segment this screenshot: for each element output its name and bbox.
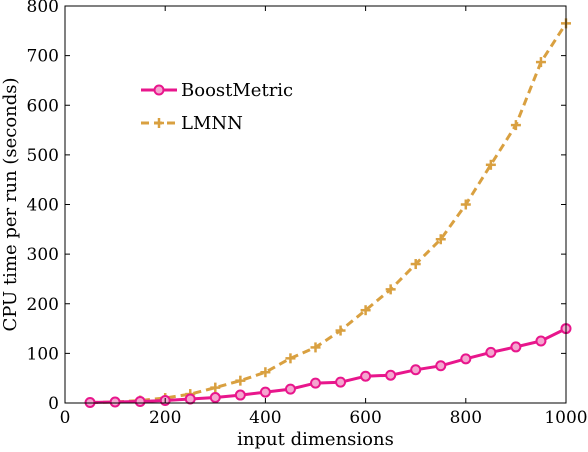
data-point-boostmetric [184,393,196,405]
data-point-boostmetric [535,335,547,347]
legend-label-lmnn: LMNN [181,113,243,134]
x-tick-label: 800 [450,408,482,428]
y-tick-label: 500 [27,146,59,166]
data-point-boostmetric [435,360,447,372]
y-tick-label: 300 [27,245,59,265]
y-tick-label: 800 [27,0,59,17]
y-axis-label: CPU time per run (seconds) [0,77,21,331]
data-point-boostmetric [234,389,246,401]
y-tick-label: 400 [27,196,59,216]
data-point-boostmetric [310,377,321,389]
y-tick-label: 700 [27,47,59,67]
x-tick-label: 600 [349,408,381,428]
data-point-boostmetric [460,353,472,365]
data-point-boostmetric [134,396,146,408]
legend-label-boostmetric: BoostMetric [181,80,293,101]
data-point-lmnn [260,367,271,378]
data-point-lmnn [385,284,396,295]
data-point-lmnn [460,199,471,210]
data-point-boostmetric [109,396,121,408]
data-point-boostmetric [410,364,422,376]
data-point-boostmetric [335,376,347,388]
y-tick-label: 0 [48,394,59,414]
axis-layer: 0 200 400 600 800 1000 0 100 200 300 400 500 600 700 8… [27,0,588,428]
data-point-boostmetric [510,341,522,353]
series-boostmetric [84,323,572,409]
y-tick-label: 100 [27,344,59,364]
data-point-lmnn [310,342,321,353]
data-point-lmnn [235,375,246,386]
data-point-lmnn [335,325,346,336]
data-point-boostmetric [209,392,221,404]
data-point-boostmetric [284,383,296,395]
x-tick-label: 200 [149,408,181,428]
legend-marker-lmnn [154,118,164,128]
data-point-lmnn [510,120,521,131]
data-point-lmnn [535,57,546,68]
data-point-boostmetric [360,370,372,382]
data-point-lmnn [435,234,446,245]
legend-entry-boostmetric: BoostMetric [141,80,293,101]
series-layer [84,18,572,409]
y-tick-label: 600 [27,96,59,116]
data-point-lmnn [285,353,296,364]
legend-marker-boostmetric [153,84,165,96]
legend-entry-lmnn: LMNN [141,113,243,134]
x-tick-label: 1000 [544,408,587,428]
x-tick-label: 0 [60,408,71,428]
data-point-boostmetric [485,346,497,358]
data-point-lmnn [410,259,421,270]
legend-box [137,72,297,140]
data-point-lmnn [485,159,496,170]
y-tick-label: 200 [27,295,59,315]
data-point-lmnn [360,305,371,316]
data-point-boostmetric [385,369,397,381]
data-point-lmnn [210,382,221,393]
data-point-boostmetric [259,386,271,398]
x-tick-label: 400 [249,408,281,428]
legend: BoostMetric LMNN [137,72,297,140]
x-axis-label: input dimensions [237,429,394,450]
